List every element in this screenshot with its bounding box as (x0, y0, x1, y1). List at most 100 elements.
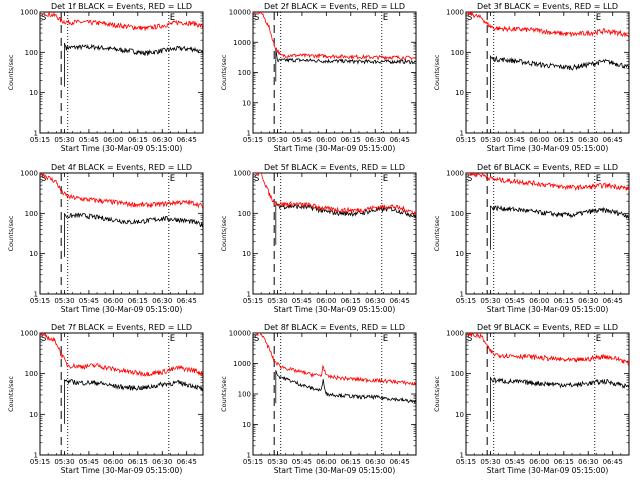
y-axis-label: Counts/sec (433, 215, 441, 251)
x-tick-label: 06:00 (529, 297, 549, 305)
x-tick-label: 05:30 (54, 297, 74, 305)
events-series-line (275, 201, 416, 245)
x-tick-label: 05:30 (54, 136, 74, 144)
x-tick-label: 06:15 (128, 136, 148, 144)
x-tick-label: 05:15 (456, 297, 476, 305)
chart-title: Det 1f BLACK = Events, RED = LLD (51, 2, 192, 11)
y-tick-label: 100 (25, 49, 38, 57)
events-series-line (489, 376, 629, 422)
y-tick-label: 10 (29, 411, 38, 419)
y-tick-label: 1000 (446, 170, 464, 178)
x-tick-label: 06:15 (554, 297, 574, 305)
x-tick-label: 05:45 (292, 297, 312, 305)
x-tick-label: 05:30 (480, 297, 500, 305)
x-tick-label: 05:15 (456, 458, 476, 466)
chart-title: Det 9f BLACK = Events, RED = LLD (477, 323, 618, 332)
y-tick-label: 10000 (229, 330, 251, 338)
end-marker-label: E (596, 13, 601, 23)
x-tick-label: 05:30 (267, 458, 287, 466)
y-tick-label: 1000 (20, 170, 38, 178)
x-tick-label: 06:00 (316, 297, 336, 305)
y-tick-label: 1000 (233, 360, 251, 368)
chart-panel-4: Det 4f BLACK = Events, RED = LLD 05:15 05:… (7, 163, 204, 314)
lld-series-line (466, 333, 629, 366)
end-marker-label: E (170, 334, 175, 344)
y-tick-label: 10 (29, 89, 38, 97)
x-tick-label: 06:30 (365, 458, 385, 466)
x-tick-label: 06:30 (578, 458, 598, 466)
x-tick-label: 06:15 (554, 136, 574, 144)
x-tick-label: 06:45 (390, 136, 410, 144)
start-marker-label: S (254, 334, 259, 344)
lld-series-line (466, 12, 629, 38)
y-tick-label: 10 (455, 411, 464, 419)
x-tick-label: 05:15 (243, 297, 263, 305)
x-tick-label: 05:30 (480, 136, 500, 144)
y-tick-label: 10 (455, 250, 464, 258)
start-marker-label: S (41, 334, 46, 344)
y-axis-label: Counts/sec (433, 54, 441, 90)
x-tick-label: 06:00 (103, 297, 123, 305)
x-tick-label: 05:15 (30, 136, 50, 144)
end-marker-label: E (596, 174, 601, 184)
y-tick-label: 10 (242, 421, 251, 429)
end-marker-label: E (596, 334, 601, 344)
x-tick-label: 05:45 (79, 297, 99, 305)
x-tick-label: 05:15 (243, 458, 263, 466)
chart-title: Det 8f BLACK = Events, RED = LLD (264, 323, 405, 332)
y-tick-label: 100 (25, 210, 38, 218)
x-tick-label: 05:30 (267, 297, 287, 305)
x-axis-label: Start Time (30-Mar-09 05:15:00) (487, 305, 609, 314)
x-tick-label: 05:45 (292, 136, 312, 144)
lld-series-line (40, 173, 203, 209)
x-tick-label: 06:45 (603, 458, 623, 466)
y-tick-label: 100 (451, 370, 464, 378)
x-tick-label: 05:15 (456, 136, 476, 144)
y-tick-label: 1 (247, 291, 251, 299)
x-tick-label: 05:30 (267, 136, 287, 144)
x-axis-label: Start Time (30-Mar-09 05:15:00) (61, 144, 183, 153)
x-tick-label: 06:00 (529, 458, 549, 466)
x-axis-label: Start Time (30-Mar-09 05:15:00) (274, 305, 396, 314)
x-tick-label: 06:45 (177, 136, 197, 144)
events-series-line (64, 212, 203, 257)
chart-panel-6: Det 6f BLACK = Events, RED = LLD 05:15 05:… (433, 163, 630, 314)
x-tick-label: 05:15 (243, 136, 263, 144)
x-tick-label: 06:45 (177, 458, 197, 466)
y-tick-label: 1000 (20, 9, 38, 17)
y-axis-label: Counts/sec (7, 376, 15, 412)
y-tick-label: 1 (34, 291, 38, 299)
y-axis-label: Counts/sec (7, 54, 15, 90)
x-tick-label: 05:45 (292, 458, 312, 466)
y-tick-label: 100 (451, 49, 464, 57)
events-series-line (64, 378, 203, 424)
events-series-line (64, 42, 203, 87)
y-tick-label: 1 (247, 130, 251, 138)
x-axis-label: Start Time (30-Mar-09 05:15:00) (61, 466, 183, 475)
x-tick-label: 06:00 (316, 458, 336, 466)
start-marker-label: S (254, 174, 259, 184)
x-tick-label: 06:45 (390, 297, 410, 305)
x-axis-label: Start Time (30-Mar-09 05:15:00) (274, 144, 396, 153)
x-tick-label: 06:30 (578, 136, 598, 144)
y-axis-label: Counts/sec (220, 376, 228, 412)
y-tick-label: 100 (238, 210, 251, 218)
chart-panel-8: Det 8f BLACK = Events, RED = LLD 05:15 05:… (220, 323, 417, 475)
chart-title: Det 2f BLACK = Events, RED = LLD (264, 2, 405, 11)
start-marker-label: S (254, 13, 259, 23)
x-tick-label: 06:15 (341, 136, 361, 144)
x-tick-label: 06:45 (390, 458, 410, 466)
x-tick-label: 06:30 (365, 297, 385, 305)
y-tick-label: 10 (29, 250, 38, 258)
plot-frame (252, 172, 417, 295)
start-marker-label: S (41, 174, 46, 184)
y-tick-label: 10 (455, 89, 464, 97)
chart-panel-1: Det 1f BLACK = Events, RED = LLD 05:15 05:… (7, 2, 204, 153)
plot-frame (252, 332, 417, 456)
x-tick-label: 06:00 (316, 136, 336, 144)
y-tick-label: 1000 (233, 170, 251, 178)
y-tick-label: 100 (238, 69, 251, 77)
x-tick-label: 05:45 (79, 458, 99, 466)
y-axis-label: Counts/sec (433, 376, 441, 412)
end-marker-label: E (170, 174, 175, 184)
